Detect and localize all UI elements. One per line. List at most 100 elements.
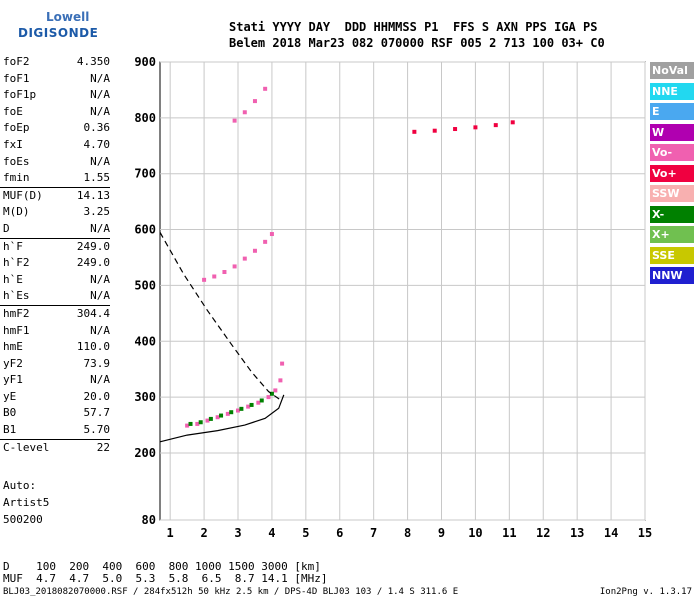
- electron-density-profile-line: [159, 394, 285, 443]
- echo-point: [208, 416, 213, 421]
- param-row: h`E N/A: [0, 272, 110, 289]
- param-row: hmF1 N/A: [0, 323, 110, 340]
- param-name: foF1: [3, 71, 30, 85]
- y-tick-label: 200: [134, 446, 156, 460]
- echo-point: [225, 411, 230, 416]
- param-value: N/A: [90, 272, 110, 286]
- y-tick-label: 800: [134, 111, 156, 125]
- echo-point: [239, 406, 244, 411]
- param-value: 1.55: [83, 171, 111, 185]
- param-name: MUF(D): [3, 188, 43, 202]
- param-value: 4.70: [83, 137, 111, 151]
- y-tick-label: 900: [134, 55, 156, 69]
- x-tick-label: 3: [234, 526, 241, 540]
- param-name: M(D): [3, 205, 30, 219]
- logo-line1: Lowell: [46, 10, 90, 24]
- param-name: h`Es: [3, 289, 30, 303]
- legend-item: NNE: [650, 82, 694, 100]
- echo-point: [269, 232, 274, 237]
- scaled-parameters-panel: foF2 4.350 foF1 N/A foF1p N/A foE N/A foEp 0.36 fx…: [0, 54, 110, 456]
- y-tick-label: 600: [134, 223, 156, 237]
- param-value: N/A: [90, 104, 110, 118]
- auto-label: Auto:: [3, 479, 37, 492]
- param-value: N/A: [90, 154, 110, 168]
- echo-point: [278, 378, 283, 383]
- param-name: B0: [3, 406, 17, 420]
- param-row: M(D) 3.25: [0, 204, 110, 221]
- param-name: h`F2: [3, 256, 30, 270]
- param-value: N/A: [90, 221, 110, 235]
- param-value: 5.70: [83, 423, 111, 437]
- param-name: h`F: [3, 239, 23, 253]
- x-tick-label: 6: [336, 526, 343, 540]
- param-row: yE 20.0: [0, 389, 110, 406]
- echo-point: [198, 420, 203, 425]
- echo-point: [249, 402, 254, 407]
- param-value: 110.0: [76, 340, 110, 354]
- echo-point: [269, 391, 274, 396]
- echo-point: [229, 410, 234, 415]
- echo-point: [232, 264, 237, 269]
- x-tick-label: 4: [268, 526, 275, 540]
- muf-row: MUF 4.7 4.7 5.0 5.3 5.8 6.5 8.7 14.1 [MH…: [3, 572, 328, 585]
- echo-point: [219, 413, 224, 418]
- plot-frame: [159, 61, 646, 521]
- param-value: 22: [96, 440, 110, 454]
- echo-point: [263, 239, 268, 244]
- param-name: foF1p: [3, 88, 37, 102]
- autoscaler-name: Artist5: [3, 496, 50, 509]
- echo-point: [195, 421, 200, 426]
- legend-item: Vo-: [650, 144, 694, 161]
- param-value: 3.25: [83, 205, 111, 219]
- param-name: fxI: [3, 137, 23, 151]
- echo-point: [453, 127, 458, 132]
- header-labels: Stati YYYY DAY DDD HHMMSS P1 FFS S AXN P…: [229, 20, 598, 34]
- param-name: yE: [3, 389, 17, 403]
- x-tick-label: 1: [167, 526, 174, 540]
- echo-point: [493, 123, 498, 128]
- legend-item: X+: [650, 226, 694, 243]
- param-row: h`F 249.0: [0, 237, 110, 256]
- legend-item: SSE: [650, 246, 694, 264]
- echo-point: [266, 395, 271, 400]
- param-name: B1: [3, 423, 17, 437]
- legend-item: W: [650, 123, 694, 141]
- param-name: hmF1: [3, 323, 30, 337]
- param-name: h`E: [3, 272, 23, 286]
- echo-point: [242, 110, 247, 115]
- echo-point: [473, 125, 478, 130]
- param-value: 14.13: [76, 188, 110, 202]
- legend-item: SSW: [650, 185, 694, 202]
- legend-item: E: [650, 103, 694, 120]
- param-value: N/A: [90, 323, 110, 337]
- echo-point: [188, 421, 193, 426]
- param-row: hmE 110.0: [0, 339, 110, 356]
- echo-point: [510, 120, 515, 125]
- echo-point: [256, 400, 261, 405]
- echo-point: [280, 361, 285, 366]
- echo-point: [273, 388, 278, 393]
- param-name: C-level: [3, 440, 50, 454]
- param-row: fmin 1.55: [0, 170, 110, 187]
- param-row: foF2 4.350: [0, 54, 110, 71]
- x-tick-label: 2: [200, 526, 207, 540]
- y-tick-label: 500: [134, 278, 156, 292]
- x-tick-label: 10: [468, 526, 482, 540]
- x-tick-label: 8: [404, 526, 411, 540]
- legend-item: NNW: [650, 267, 694, 284]
- autoscaler-version: 500200: [3, 513, 43, 526]
- param-row: h`Es N/A: [0, 288, 110, 305]
- echo-point: [212, 274, 217, 279]
- param-name: hmE: [3, 340, 23, 354]
- param-row: yF1 N/A: [0, 372, 110, 389]
- param-value: 20.0: [83, 389, 111, 403]
- x-tick-label: 5: [302, 526, 309, 540]
- param-name: yF2: [3, 356, 23, 370]
- param-value: N/A: [90, 71, 110, 85]
- param-value: 73.9: [83, 356, 111, 370]
- param-name: foF2: [3, 55, 30, 68]
- param-value: 304.4: [76, 306, 110, 320]
- software-version: Ion2Png v. 1.3.17: [599, 587, 692, 597]
- param-row: foE N/A: [0, 104, 110, 121]
- echo-point: [259, 398, 264, 403]
